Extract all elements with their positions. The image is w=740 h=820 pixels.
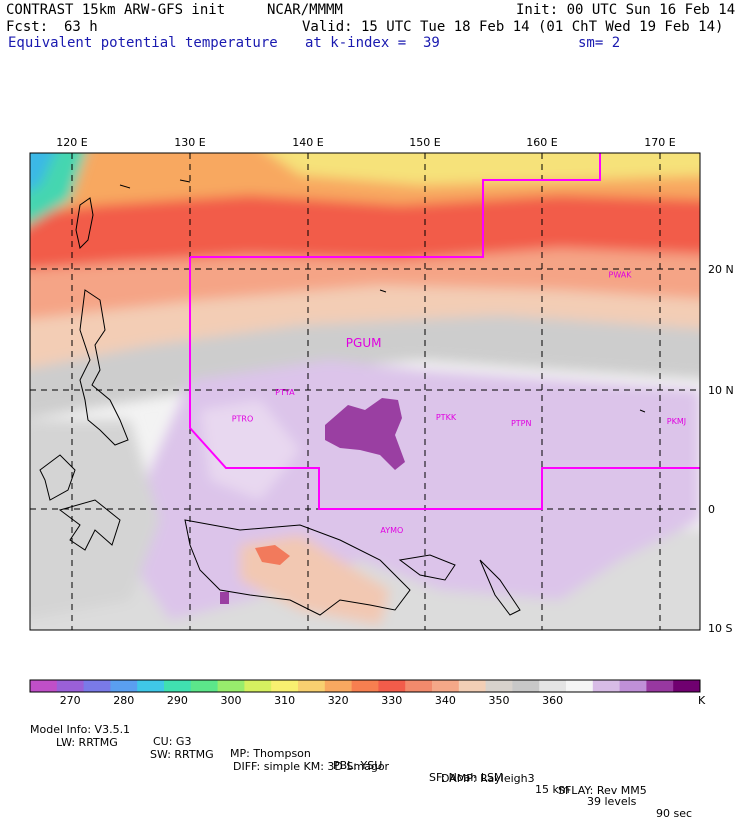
station-label: PGUM: [346, 336, 382, 350]
colorbar-swatch: [298, 680, 326, 692]
colorbar-swatch: [324, 680, 352, 692]
colorbar-swatch: [217, 680, 245, 692]
map-frame: [29, 152, 701, 631]
lon-label: 120 E: [56, 136, 87, 149]
model-title: CONTRAST 15km ARW-GFS init: [6, 2, 226, 18]
colorbar-swatch: [592, 680, 620, 692]
footer-item: LW: RRTMG: [56, 736, 118, 749]
lat-label: 0: [708, 503, 715, 516]
colorbar-tick-label: 310: [274, 694, 295, 707]
station-label: PTYA: [275, 388, 295, 397]
colorbar-unit: K: [698, 694, 706, 707]
field-name: Equivalent potential temperature: [8, 35, 278, 51]
colorbar-swatch: [458, 680, 486, 692]
colorbar-tick-label: 280: [113, 694, 134, 707]
footer-item: DIFF: simple KM: 3D Smagor: [233, 760, 390, 773]
colorbar-tick-label: 290: [167, 694, 188, 707]
lon-label: 160 E: [526, 136, 557, 149]
colorbar-swatch: [405, 680, 433, 692]
colorbar-swatch: [432, 680, 460, 692]
lat-label: 20 N: [708, 263, 734, 276]
forecast-label: Fcst:: [6, 19, 49, 35]
colorbar-swatch: [566, 680, 594, 692]
footer-item: Model Info: V3.5.1: [30, 723, 131, 736]
colorbar-tick-label: 320: [328, 694, 349, 707]
forecast-hour: 63 h: [64, 19, 98, 35]
colorbar-swatch: [83, 680, 111, 692]
lon-label: 170 E: [644, 136, 675, 149]
colorbar-tick-label: 360: [542, 694, 563, 707]
institution: NCAR/MMMM: [267, 2, 343, 18]
footer-item: 39 levels: [587, 795, 637, 808]
station-label: PKMJ: [667, 417, 686, 426]
colorbar: [29, 679, 701, 693]
level-index: at k-index = 39: [305, 35, 440, 51]
coastlines: [39, 179, 646, 616]
colorbar-swatch: [646, 680, 674, 692]
footer-item: DAMP: Rayleigh3: [441, 772, 535, 785]
footer-item: SW: RRTMG: [150, 748, 214, 761]
colorbar-swatch: [539, 680, 567, 692]
lon-label: 130 E: [174, 136, 205, 149]
colorbar-swatch: [56, 680, 84, 692]
colorbar-tick-label: 350: [489, 694, 510, 707]
colorbar-border: [29, 679, 701, 693]
footer-item: 90 sec: [656, 807, 693, 820]
colorbar-swatch: [30, 680, 58, 692]
domain-boundary: [189, 153, 700, 510]
colorbar-swatch: [271, 680, 299, 692]
station-label: PTPN: [511, 419, 532, 428]
colorbar-swatch: [244, 680, 272, 692]
theta-e-field: [30, 153, 700, 630]
smoothing: sm= 2: [578, 35, 621, 51]
colorbar-swatch: [137, 680, 165, 692]
colorbar-tick-label: 340: [435, 694, 456, 707]
colorbar-swatch: [485, 680, 513, 692]
colorbar-tick-label: 330: [381, 694, 402, 707]
colorbar-swatch: [512, 680, 540, 692]
lon-label: 140 E: [292, 136, 323, 149]
colorbar-swatch: [164, 680, 192, 692]
footer-info-2: LW: RRTMG SW: RRTMG DIFF: simple KM: 3D …: [30, 725, 710, 797]
colorbar-swatch: [190, 680, 218, 692]
colorbar-swatch: [351, 680, 379, 692]
station-label: PTKK: [436, 413, 457, 422]
station-label: AYMO: [380, 526, 403, 535]
colorbar-ticks: 270 280 290 300 310 320 330 340 350 360: [60, 694, 563, 707]
map-panel: 120 E 130 E 140 E 150 E 160 E 170 E 20 N…: [29, 136, 734, 707]
high-theta-core: [325, 398, 405, 470]
colorbar-tick-label: 270: [60, 694, 81, 707]
station-labels: PGUM PTYA PTRO PTKK PTPN PKMJ PWAK AYMO: [232, 270, 686, 535]
colorbar-swatch: [619, 680, 647, 692]
station-label: PTRO: [232, 414, 254, 423]
colorbar-tick-label: 300: [221, 694, 242, 707]
valid-time: Valid: 15 UTC Tue 18 Feb 14 (01 ChT Wed …: [302, 19, 724, 35]
colorbar-swatch: [110, 680, 138, 692]
footer-item: SFLAY: Rev MM5: [558, 784, 647, 797]
station-label: PWAK: [609, 270, 633, 279]
init-time: Init: 00 UTC Sun 16 Feb 14: [516, 2, 736, 18]
lat-label: 10 S: [708, 622, 732, 635]
colorbar-swatch: [378, 680, 406, 692]
lat-label: 10 N: [708, 384, 734, 397]
colorbar-swatch: [673, 680, 701, 692]
lon-label: 150 E: [409, 136, 440, 149]
